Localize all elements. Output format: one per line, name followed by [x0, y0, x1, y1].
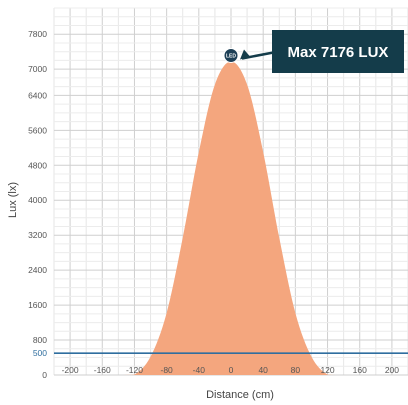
lux-area-series	[70, 61, 392, 375]
y-tick-label: 7000	[28, 64, 47, 74]
peak-marker-group: LED	[223, 47, 239, 63]
y-tick-label: 800	[33, 335, 47, 345]
x-tick-label: -120	[126, 365, 143, 375]
y-tick-label: 4000	[28, 195, 47, 205]
x-tick-label: 40	[258, 365, 268, 375]
x-tick-label: 80	[291, 365, 301, 375]
y-axis-label: Lux (lx)	[7, 182, 19, 218]
callout-text: Max 7176 LUX	[288, 44, 389, 61]
callout-arrow-line	[241, 50, 277, 60]
x-tick-label: 200	[385, 365, 399, 375]
y-tick-label: 5600	[28, 125, 47, 135]
callout-arrow-head	[240, 49, 250, 60]
x-tick-label: -160	[94, 365, 111, 375]
peak-marker-label: LED	[226, 53, 236, 59]
y-tick-label: 6400	[28, 90, 47, 100]
threshold-group: 500	[33, 348, 408, 358]
y-tick-label: 7800	[28, 29, 47, 39]
y-tick-labels: 0 800 1600 2400 3200 4000 4800 5600 6400 7000 7800	[28, 29, 47, 380]
x-tick-label: -80	[160, 365, 173, 375]
callout-box	[272, 30, 404, 73]
x-tick-label: -200	[62, 365, 79, 375]
y-tick-label: 2400	[28, 265, 47, 275]
max-callout: Max 7176 LUX	[240, 30, 404, 73]
x-tick-label: -40	[193, 365, 206, 375]
x-tick-labels: -200 -160 -120 -80 -40 0 40 80 120 160 200	[62, 365, 400, 375]
x-tick-label: 0	[229, 365, 234, 375]
y-tick-label: 3200	[28, 230, 47, 240]
x-axis-label: Distance (cm)	[206, 389, 274, 401]
threshold-label: 500	[33, 348, 47, 358]
y-tick-label: 1600	[28, 300, 47, 310]
y-tick-label: 4800	[28, 160, 47, 170]
y-tick-label: 0	[42, 370, 47, 380]
x-tick-label: 120	[320, 365, 334, 375]
x-tick-label: 160	[353, 365, 367, 375]
peak-marker-icon	[223, 47, 239, 63]
